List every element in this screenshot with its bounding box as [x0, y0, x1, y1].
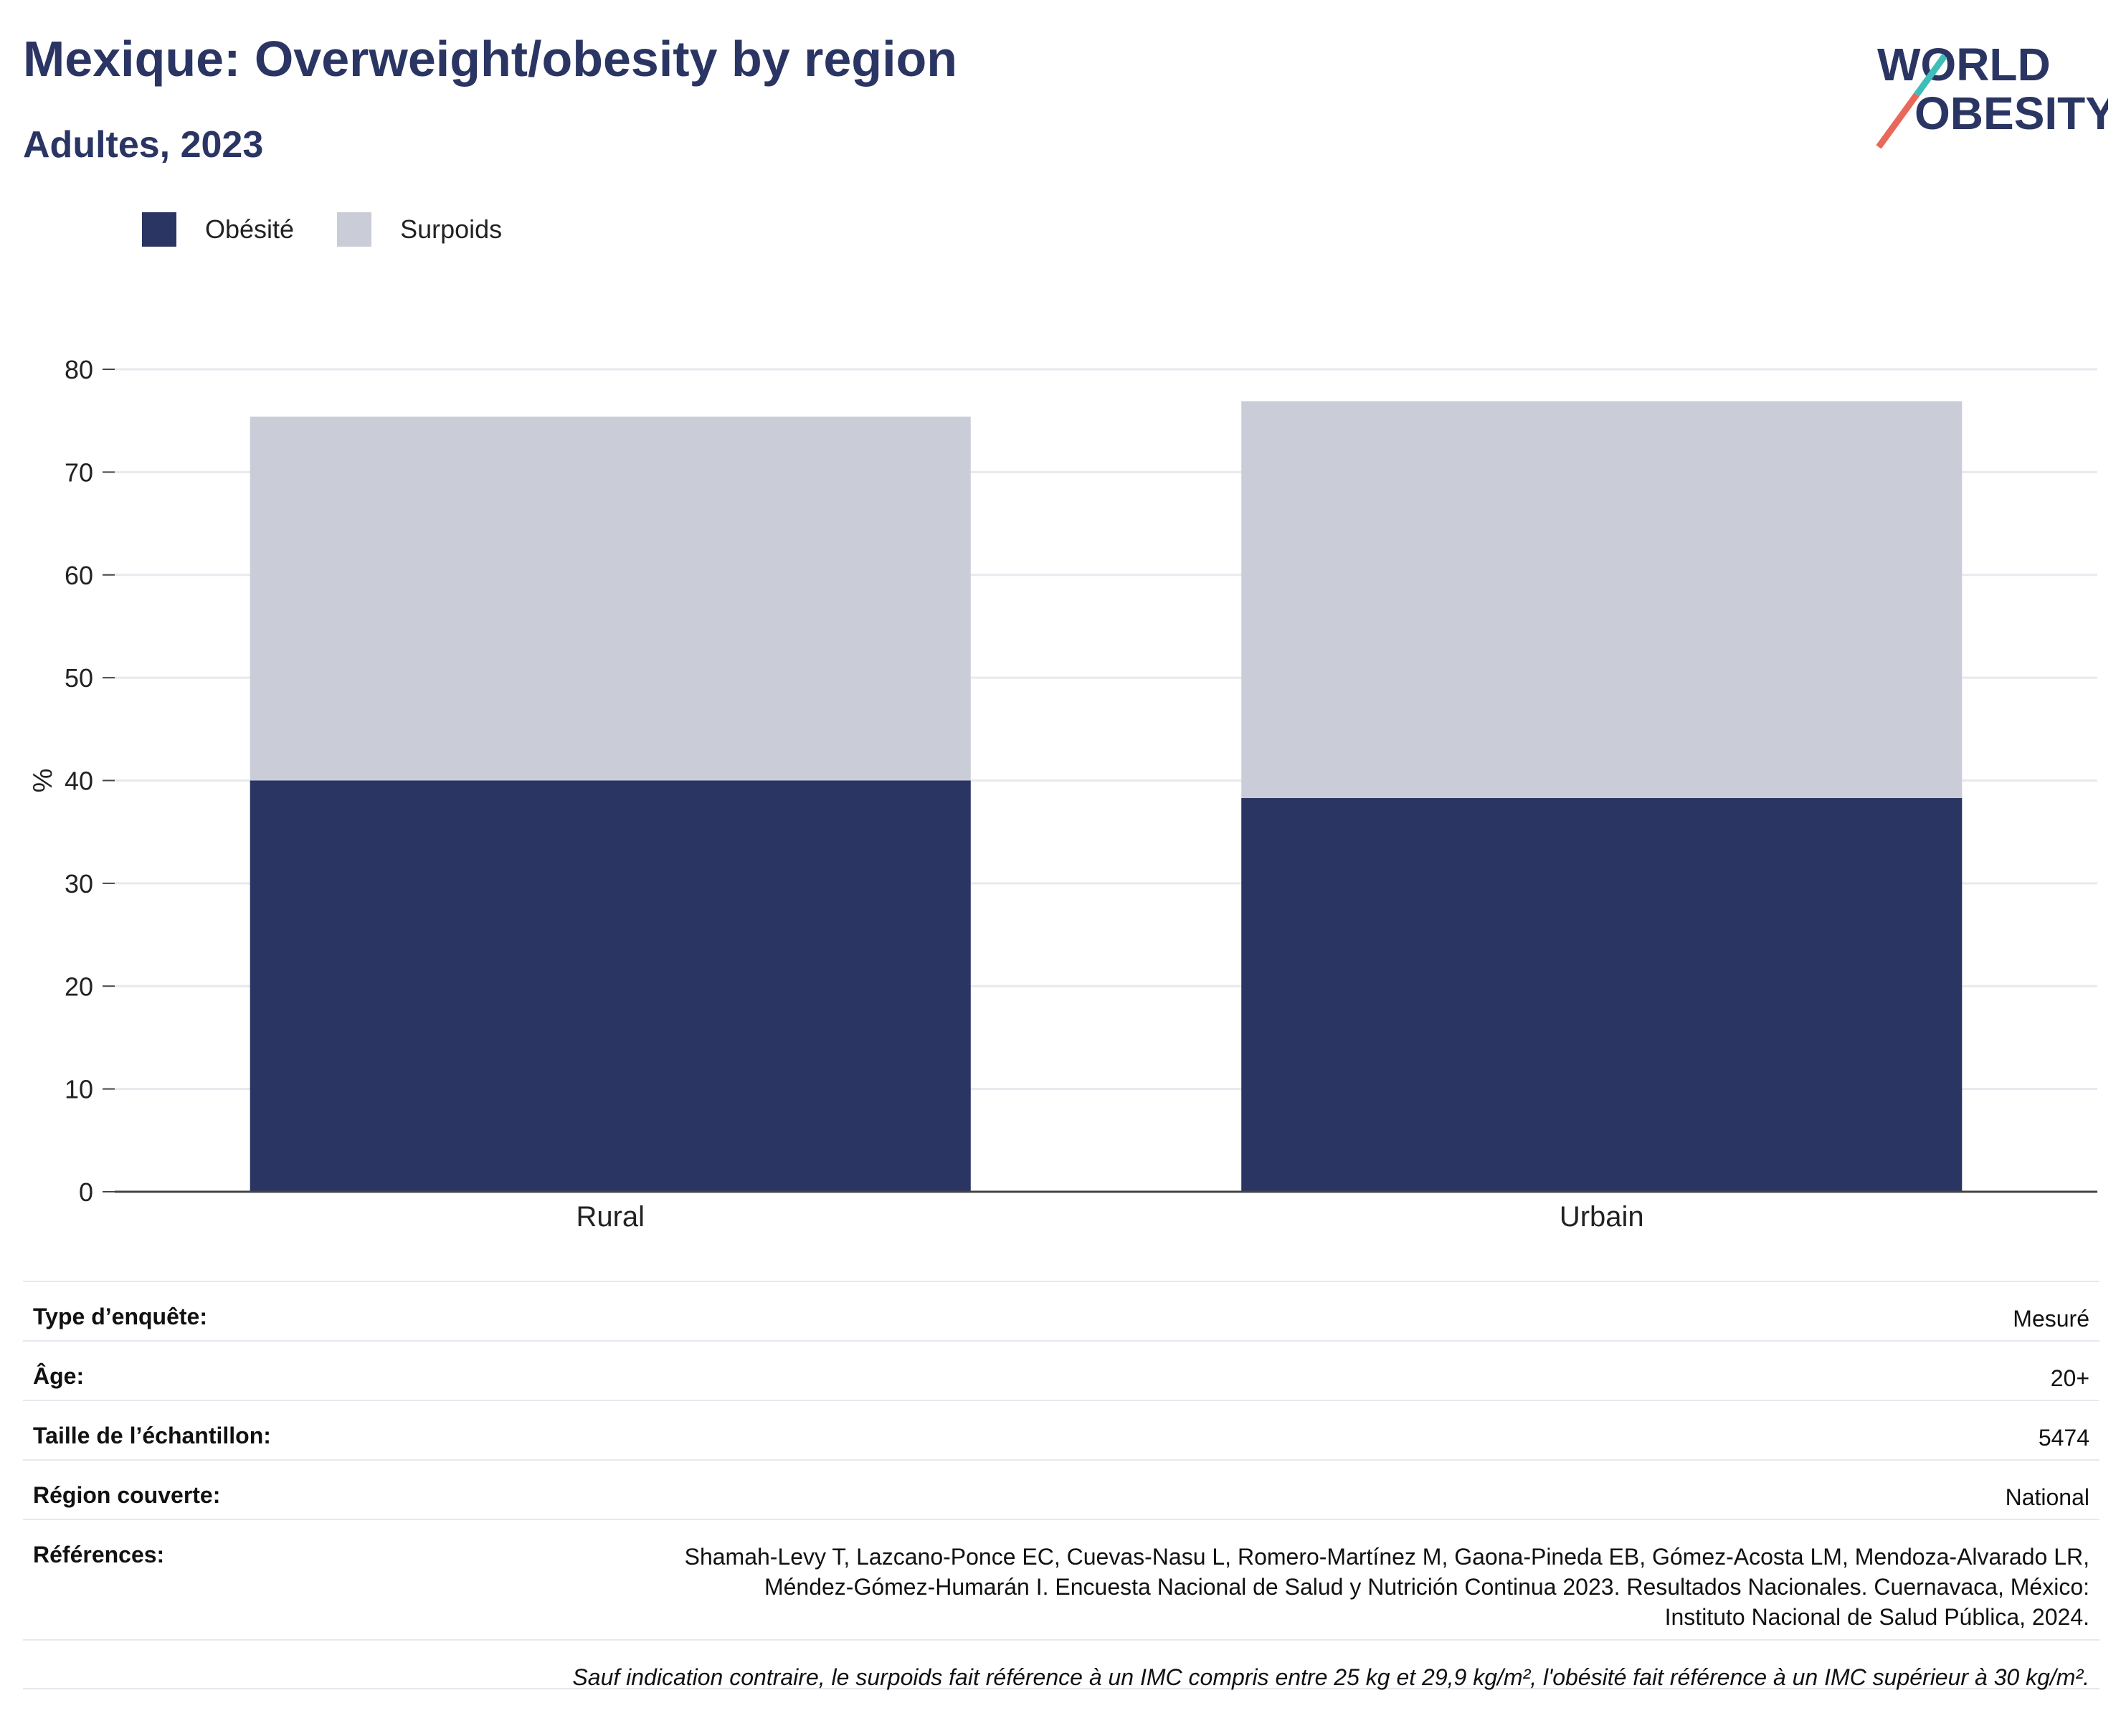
- y-tick-label: 50: [65, 663, 93, 693]
- y-tick-label: 40: [65, 767, 93, 796]
- legend-label-obesity: Obésité: [205, 214, 295, 244]
- legend-label-overweight: Surpoids: [400, 214, 503, 244]
- legend-swatch-obesity: [142, 212, 176, 247]
- info-label: Références:: [33, 1542, 165, 1567]
- svg-text:OBESITY: OBESITY: [1914, 87, 2108, 139]
- x-tick-label: Urbain: [1560, 1201, 1644, 1233]
- info-row-references: Références: Shamah-Levy T, Lazcano-Ponce…: [23, 1519, 2099, 1639]
- chart-legend: Obésité Surpoids: [142, 212, 545, 247]
- survey-info-table: Type d’enquête: Mesuré Âge: 20+ Taille d…: [23, 1281, 2099, 1690]
- y-tick-label: 70: [65, 457, 93, 487]
- svg-text:WORLD: WORLD: [1877, 39, 2051, 90]
- reference-line: Instituto Nacional de Salud Pública, 202…: [1664, 1604, 2089, 1630]
- legend-item-overweight[interactable]: Surpoids: [337, 212, 502, 247]
- logo-coral-stroke: [1876, 93, 1920, 149]
- info-row-age: Âge: 20+: [23, 1340, 2099, 1400]
- bar-overweight-rural: [250, 416, 971, 781]
- info-label: Type d’enquête:: [33, 1304, 207, 1329]
- info-row-sample-size: Taille de l’échantillon: 5474: [23, 1400, 2099, 1459]
- y-tick-label: 30: [65, 869, 93, 898]
- x-tick-label: Rural: [576, 1201, 645, 1233]
- y-tick-label: 20: [65, 972, 93, 1001]
- info-row-region: Région couverte: National: [23, 1459, 2099, 1519]
- info-value: 5474: [2038, 1425, 2089, 1451]
- world-obesity-logo: WORLD OBESITY: [1876, 39, 2108, 149]
- bar-overweight-urbain: [1241, 401, 1963, 798]
- info-value: 20+: [2050, 1365, 2089, 1391]
- legend-swatch-overweight: [337, 212, 372, 247]
- y-tick-label: 60: [65, 561, 93, 590]
- info-label: Taille de l’échantillon:: [33, 1423, 271, 1448]
- info-label: Région couverte:: [33, 1482, 221, 1508]
- bar-obesity-urbain: [1241, 797, 1963, 1192]
- chart-title: Mexique: Overweight/obesity by region: [23, 31, 958, 87]
- info-value: Mesuré: [2013, 1306, 2089, 1332]
- reference-line: Shamah-Levy T, Lazcano-Ponce EC, Cuevas-…: [684, 1544, 2089, 1570]
- logo-teal-stroke: [1914, 54, 1947, 97]
- bar-obesity-rural: [250, 780, 971, 1192]
- y-tick-label: 80: [65, 355, 93, 384]
- y-tick-label: 10: [65, 1075, 93, 1104]
- y-axis-label: %: [28, 769, 58, 793]
- references-text: Shamah-Levy T, Lazcano-Ponce EC, Cuevas-…: [685, 1542, 2089, 1632]
- info-value: National: [2005, 1484, 2089, 1510]
- info-row-survey-type: Type d’enquête: Mesuré: [23, 1281, 2099, 1340]
- legend-item-obesity[interactable]: Obésité: [142, 212, 294, 247]
- y-tick-label: 0: [79, 1177, 93, 1207]
- stacked-bar-chart: 0 10 20 30 40 50 60 70 80% Rural Urbain: [28, 355, 2097, 1233]
- definition-note: Sauf indication contraire, le surpoids f…: [572, 1664, 2089, 1690]
- chart-subtitle: Adultes, 2023: [23, 124, 264, 166]
- info-label: Âge:: [33, 1363, 85, 1389]
- reference-line: Méndez-Gómez-Humarán I. Encuesta Naciona…: [764, 1574, 2089, 1600]
- info-row-definition-note: Sauf indication contraire, le surpoids f…: [23, 1639, 2099, 1690]
